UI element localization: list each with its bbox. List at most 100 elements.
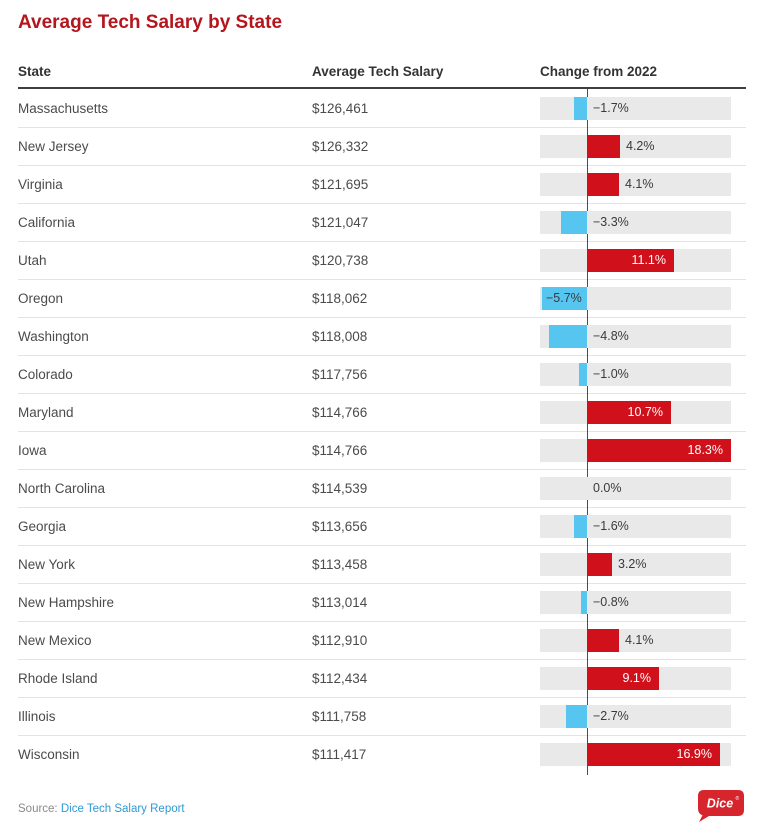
positive-change-bar [587,553,612,576]
salary-value: $112,434 [312,671,368,686]
table-row: Wisconsin $111,417 16.9% [18,735,746,773]
negative-change-bar [561,211,587,234]
change-value-label: 0.0% [593,481,622,495]
state-name: Virginia [18,177,63,192]
salary-value: $126,332 [312,139,369,154]
change-value-label: 18.3% [687,443,723,457]
bar-track: −1.0% [540,363,731,386]
bar-track: 18.3% [540,439,731,462]
positive-change-bar [587,667,659,690]
state-name: Oregon [18,291,64,306]
negative-change-bar [566,705,587,728]
change-bar-cell: −0.8% [540,591,731,614]
salary-value: $114,766 [312,405,368,420]
change-value-label: −2.7% [593,709,629,723]
salary-value: $113,014 [312,595,368,610]
salary-value: $114,539 [312,481,368,496]
state-name: Maryland [18,405,74,420]
change-bar-cell: 18.3% [540,439,731,462]
change-bar-cell: −1.0% [540,363,731,386]
dice-logo-reg-mark: ® [736,795,740,802]
source-note: Source: Dice Tech Salary Report [18,803,746,815]
salary-value: $121,695 [312,177,369,192]
negative-change-bar [581,591,587,614]
table-row: North Carolina $114,539 0.0% [18,469,746,507]
column-header-salary: Average Tech Salary [312,64,444,79]
zero-axis-line [587,89,588,775]
change-value-label: 16.9% [676,747,712,761]
salary-value: $112,910 [312,633,368,648]
change-bar-cell: 4.1% [540,173,731,196]
salary-value: $111,758 [312,709,367,724]
change-value-label: 4.1% [625,633,654,647]
table-row: New Mexico $112,910 4.1% [18,621,746,659]
salary-value: $117,756 [312,367,368,382]
positive-change-bar [587,439,731,462]
state-name: Utah [18,253,47,268]
change-bar-cell: −4.8% [540,325,731,348]
table-row: Rhode Island $112,434 9.1% [18,659,746,697]
positive-change-bar [587,135,620,158]
change-bar-cell: 4.2% [540,135,731,158]
bar-track: −1.6% [540,515,731,538]
salary-value: $121,047 [312,215,369,230]
bar-track: 4.2% [540,135,731,158]
dice-logo-text: Dice [707,797,733,811]
bar-track: −4.8% [540,325,731,348]
salary-value: $111,417 [312,747,367,762]
table-row: Virginia $121,695 4.1% [18,165,746,203]
change-value-label: −1.6% [593,519,629,533]
table-row: Utah $120,738 11.1% [18,241,746,279]
table-row: New Hampshire $113,014 −0.8% [18,583,746,621]
bar-track: 3.2% [540,553,731,576]
state-name: New Hampshire [18,595,115,610]
salary-value: $114,766 [312,443,368,458]
table-row: New York $113,458 3.2% [18,545,746,583]
change-value-label: 10.7% [627,405,663,419]
change-bar-cell: 0.0% [540,477,731,500]
positive-change-bar [587,629,619,652]
state-name: California [18,215,76,230]
bar-track: 11.1% [540,249,731,272]
change-bar-cell: 3.2% [540,553,731,576]
change-bar-cell: 16.9% [540,743,731,766]
salary-value: $113,458 [312,557,368,572]
table-row: Oregon $118,062 −5.7% [18,279,746,317]
salary-value: $118,008 [312,329,368,344]
bar-track: 10.7% [540,401,731,424]
table-header: State Average Tech Salary Change from 20… [18,64,746,89]
change-bar-cell: 4.1% [540,629,731,652]
change-value-label: −1.7% [593,100,629,115]
state-name: North Carolina [18,481,106,496]
negative-change-bar [549,325,587,348]
bar-track: 9.1% [540,667,731,690]
bar-track: −3.3% [540,211,731,234]
state-name: Iowa [18,443,47,458]
source-link[interactable]: Dice Tech Salary Report [60,803,185,815]
bar-track: 0.0% [540,477,731,500]
table-row: Maryland $114,766 10.7% [18,393,746,431]
state-name: Wisconsin [18,747,80,762]
change-bar-cell: 10.7% [540,401,731,424]
bar-track: 4.1% [540,629,731,652]
bar-track: −0.8% [540,591,731,614]
change-bar-cell: −1.6% [540,515,731,538]
change-value-label: −3.3% [593,215,629,229]
change-bar-cell: −3.3% [540,211,731,234]
table-rows: Massachusetts $126,461 −1.7% New Jersey $126… [18,89,746,775]
table-row: Illinois $111,758 −2.7% [18,697,746,735]
salary-value: $118,062 [312,291,368,306]
change-value-label: 4.2% [626,139,655,153]
negative-change-bar [542,287,587,310]
negative-change-bar [579,363,587,386]
change-bar-cell: 11.1% [540,249,731,272]
positive-change-bar [587,743,720,766]
table-row: Washington $118,008 −4.8% [18,317,746,355]
positive-change-bar [587,249,674,272]
change-value-label: −5.7% [546,291,582,305]
table-row: Georgia $113,656 −1.6% [18,507,746,545]
source-prefix: Source: [18,803,58,815]
change-value-label: −4.8% [593,329,629,343]
change-bar-cell: −1.7% [540,96,731,120]
